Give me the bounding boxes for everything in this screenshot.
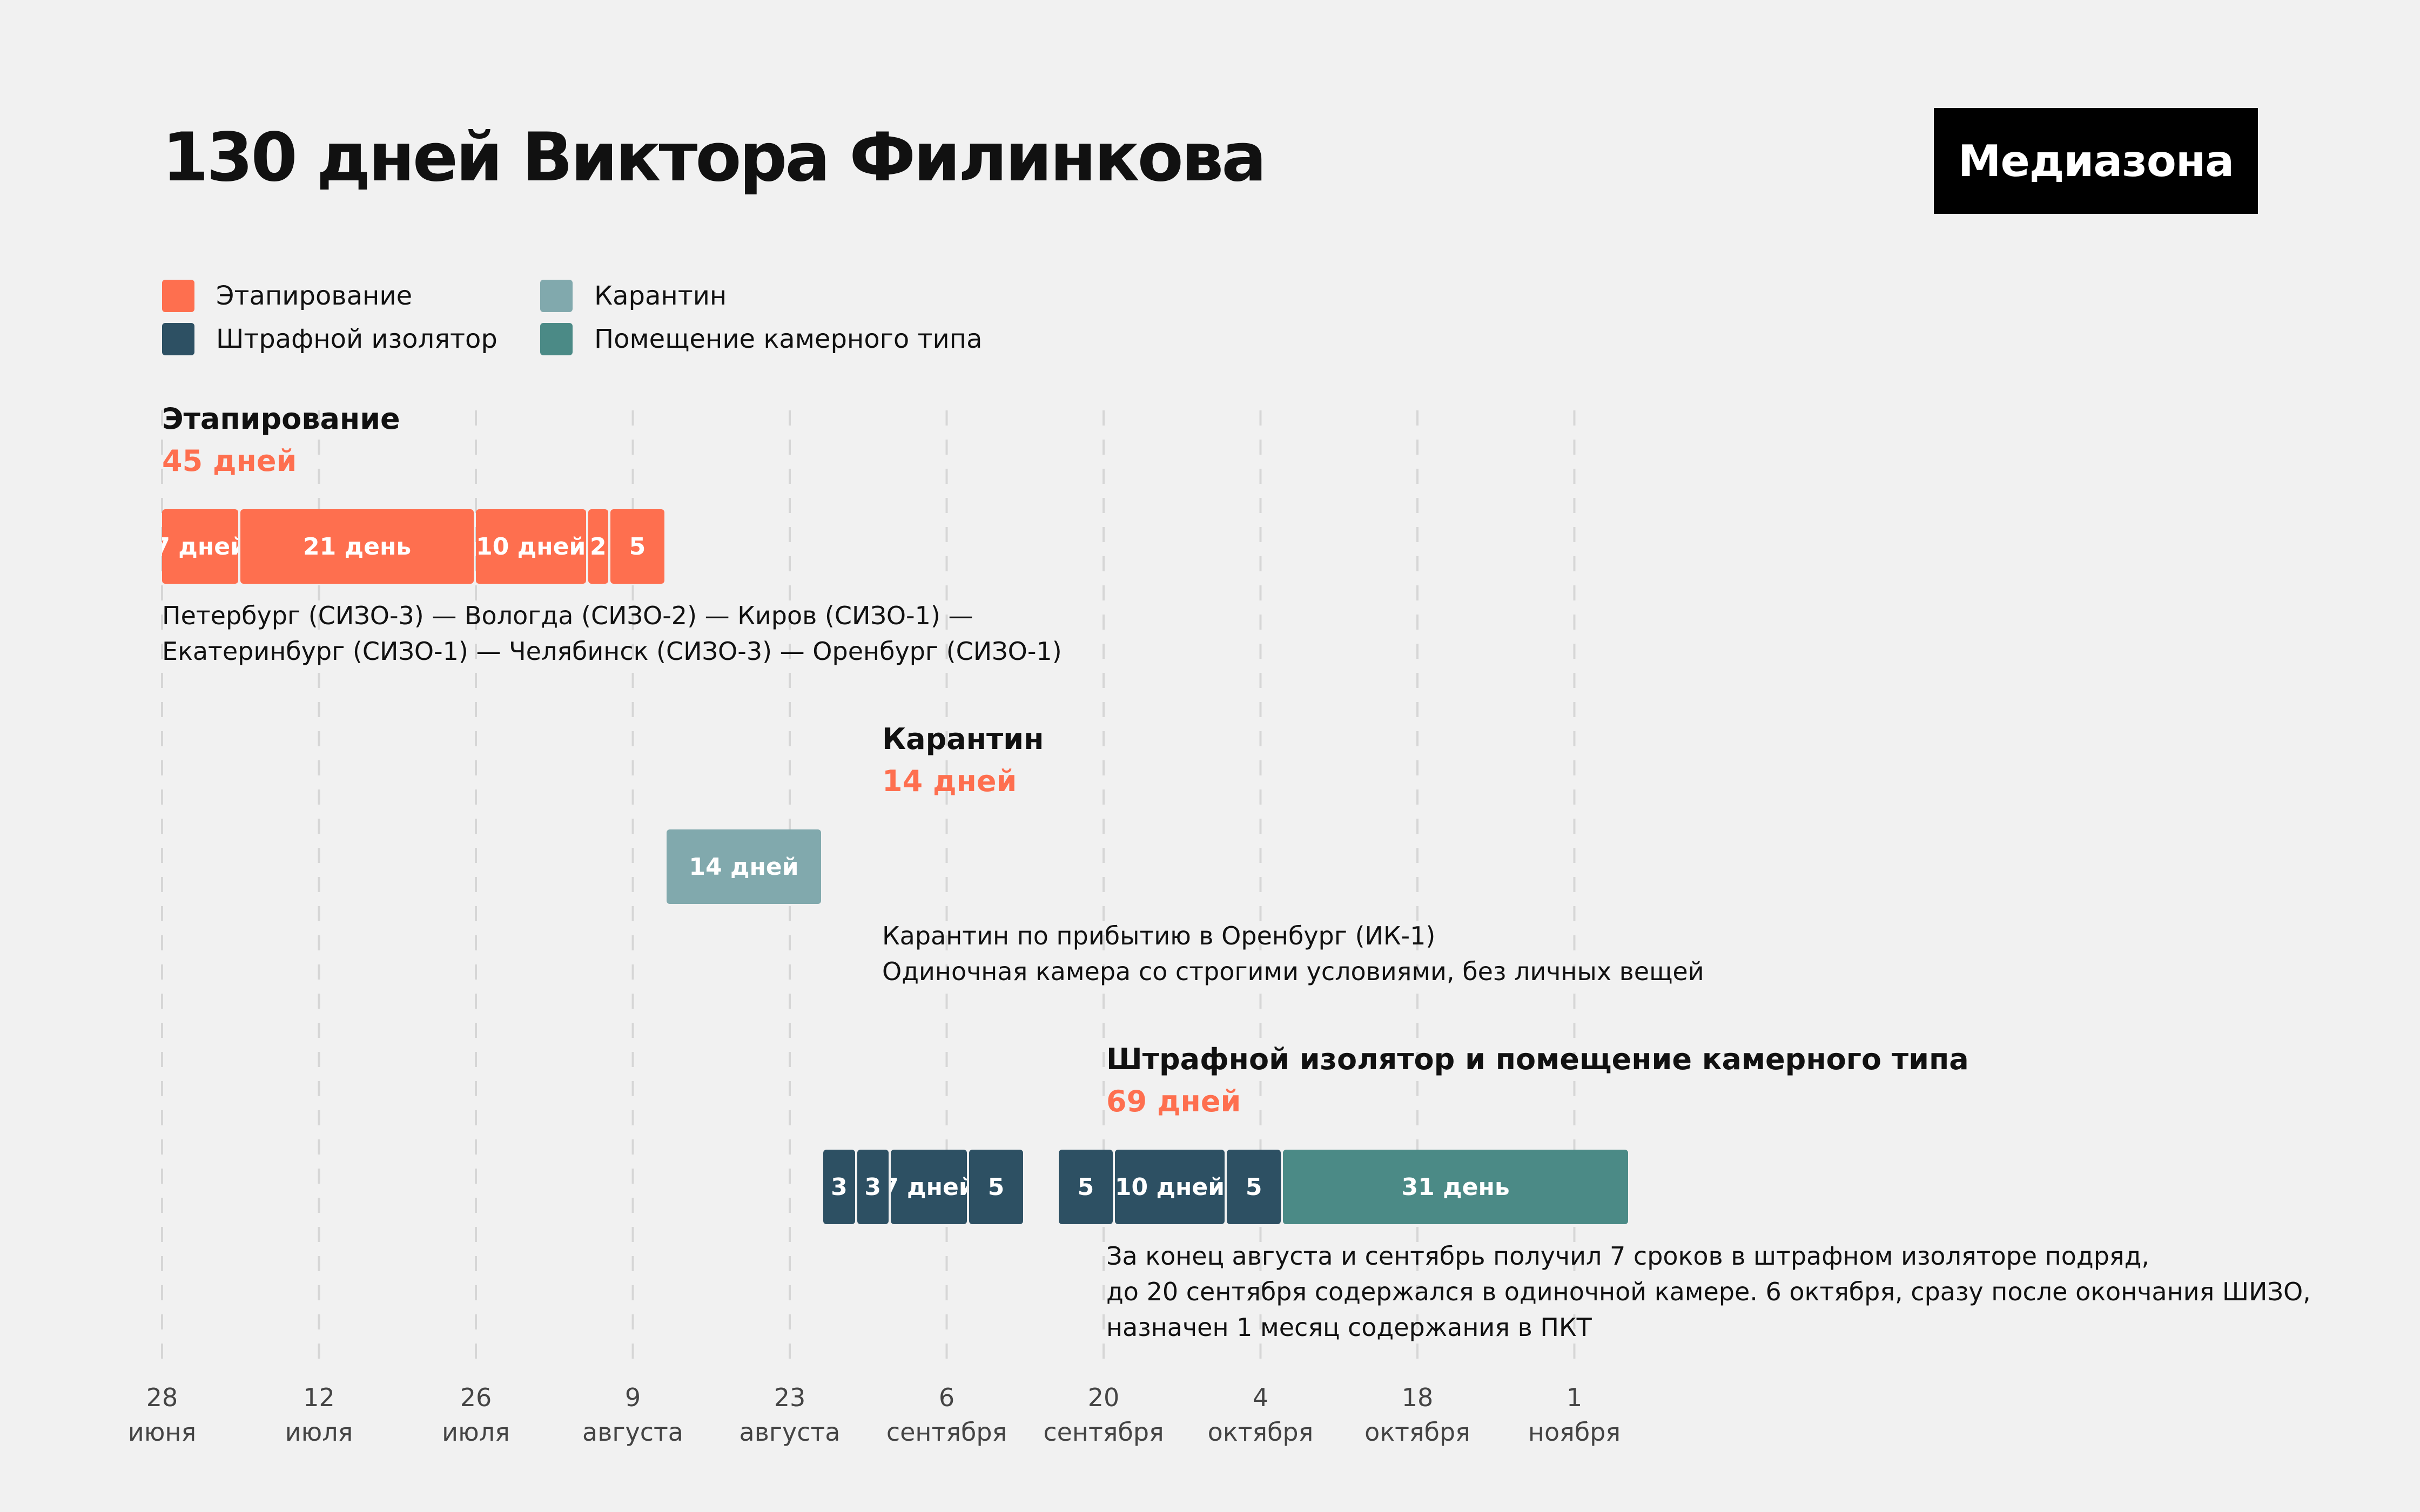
legend-label-pkt: Помещение камерного типа: [594, 324, 983, 354]
axis-tick-day: 18: [1401, 1383, 1434, 1412]
axis-tick-day: 26: [460, 1383, 492, 1412]
note-line: Петербург (СИЗО-3) — Вологда (СИЗО-2) — …: [162, 601, 973, 630]
axis-tick-label: 26 июля: [395, 1380, 557, 1449]
legend-item-etap: Этапирование: [162, 279, 412, 313]
section-count-quarantine: 14 дней: [882, 764, 1017, 798]
axis-tick-label: 23 августа: [709, 1380, 871, 1449]
bar-segment-pkt: 31 день: [1283, 1150, 1629, 1224]
axis-tick-day: 9: [624, 1383, 641, 1412]
note-line: Карантин по прибытию в Оренбург (ИК-1): [882, 921, 1436, 950]
bar-label: 10 дней: [1114, 1173, 1225, 1201]
axis-tick-day: 1: [1566, 1383, 1583, 1412]
section-count-shizo-pkt: 69 дней: [1106, 1084, 1241, 1118]
axis-tick-label: 1 ноября: [1494, 1380, 1656, 1449]
axis-tick-label: 28 июня: [81, 1380, 243, 1449]
bar-label: 7 дней: [162, 532, 238, 561]
bar-label: 3: [831, 1173, 848, 1201]
note-line: Одиночная камера со строгими условиями, …: [882, 957, 1704, 986]
note-line: За конец августа и сентябрь получил 7 ср…: [1106, 1241, 2150, 1271]
bar-label: 5: [987, 1173, 1005, 1201]
logo-text: Медиазона: [1958, 136, 2234, 186]
axis-tick-month: сентября: [1043, 1418, 1164, 1447]
bar-segment-shizo: 5: [1227, 1150, 1281, 1224]
axis-tick-month: июля: [442, 1418, 510, 1447]
legend-swatch-etap: [162, 280, 194, 312]
section-note-shizo-pkt: За конец августа и сентябрь получил 7 ср…: [1106, 1238, 2311, 1345]
legend-swatch-shizo: [162, 323, 194, 355]
legend-swatch-quarantine: [540, 280, 573, 312]
axis-tick-day: 6: [938, 1383, 955, 1412]
bar-label: 3: [864, 1173, 881, 1201]
mediazona-logo: Медиазона: [1934, 108, 2258, 214]
note-line: до 20 сентября содержался в одиночной ка…: [1106, 1277, 2311, 1306]
axis-tick-month: ноября: [1528, 1418, 1621, 1447]
section-note-quarantine: Карантин по прибытию в Оренбург (ИК-1) О…: [882, 918, 1704, 989]
bar-label: 10 дней: [476, 532, 586, 561]
bar-segment-quarantine: 14 дней: [666, 829, 822, 904]
axis-tick-label: 6 сентября: [866, 1380, 1028, 1449]
bar-segment-shizo: 5: [969, 1150, 1023, 1224]
bar-segment-shizo: 10 дней: [1114, 1150, 1225, 1224]
section-count-etap: 45 дней: [162, 444, 297, 478]
legend-item-pkt: Помещение камерного типа: [540, 322, 982, 356]
bar-label: 2: [589, 532, 607, 561]
note-line: назначен 1 месяц содержания в ПКТ: [1106, 1313, 1592, 1342]
axis-tick-month: октября: [1364, 1418, 1470, 1447]
axis-tick-month: июля: [285, 1418, 353, 1447]
axis-tick-label: 9 августа: [552, 1380, 714, 1449]
bar-segment-etap: 5: [610, 509, 664, 584]
bar-label: 31 день: [1401, 1173, 1510, 1201]
axis-tick-day: 12: [303, 1383, 335, 1412]
legend-label-quarantine: Карантин: [594, 281, 727, 311]
legend-label-shizo: Штрафной изолятор: [216, 324, 498, 354]
section-title-quarantine: Карантин: [882, 722, 1044, 756]
legend-item-quarantine: Карантин: [540, 279, 727, 313]
bar-label: 5: [1245, 1173, 1262, 1201]
bar-segment-shizo: 7 дней: [890, 1150, 967, 1224]
legend-item-shizo: Штрафной изолятор: [162, 322, 498, 356]
section-title-etap: Этапирование: [162, 402, 400, 436]
bar-label: 21 день: [303, 532, 412, 561]
bar-label: 5: [629, 532, 646, 561]
axis-tick-month: июня: [127, 1418, 197, 1447]
bar-segment-shizo: 3: [857, 1150, 889, 1224]
axis-tick-month: сентября: [886, 1418, 1007, 1447]
axis-tick-day: 28: [146, 1383, 178, 1412]
axis-tick-day: 23: [774, 1383, 806, 1412]
bar-segment-etap: 21 день: [240, 509, 474, 584]
axis-tick-month: октября: [1207, 1418, 1314, 1447]
legend-label-etap: Этапирование: [216, 281, 413, 311]
bar-segment-etap: 2: [588, 509, 608, 584]
bar-segment-etap: 7 дней: [162, 509, 239, 584]
axis-tick-label: 12 июля: [238, 1380, 400, 1449]
bar-segment-shizo: 5: [1059, 1150, 1113, 1224]
legend-swatch-pkt: [540, 323, 573, 355]
bar-segment-shizo: 3: [823, 1150, 855, 1224]
page-title: 130 дней Виктора Филинкова: [162, 119, 1267, 197]
section-note-etap: Петербург (СИЗО-3) — Вологда (СИЗО-2) — …: [162, 598, 1062, 669]
section-title-shizo-pkt: Штрафной изолятор и помещение камерного …: [1106, 1042, 1969, 1076]
note-line: Екатеринбург (СИЗО-1) — Челябинск (СИЗО-…: [162, 637, 1062, 666]
bar-segment-etap: 10 дней: [476, 509, 586, 584]
bar-label: 7 дней: [891, 1173, 967, 1201]
axis-tick-day: 4: [1252, 1383, 1269, 1412]
bar-label: 5: [1077, 1173, 1094, 1201]
bar-label: 14 дней: [689, 853, 799, 881]
axis-tick-label: 18 октября: [1336, 1380, 1498, 1449]
axis-tick-label: 4 октября: [1180, 1380, 1342, 1449]
axis-tick-month: августа: [582, 1418, 683, 1447]
axis-tick-day: 20: [1087, 1383, 1120, 1412]
axis-tick-month: августа: [739, 1418, 841, 1447]
axis-tick-label: 20 сентября: [1023, 1380, 1185, 1449]
